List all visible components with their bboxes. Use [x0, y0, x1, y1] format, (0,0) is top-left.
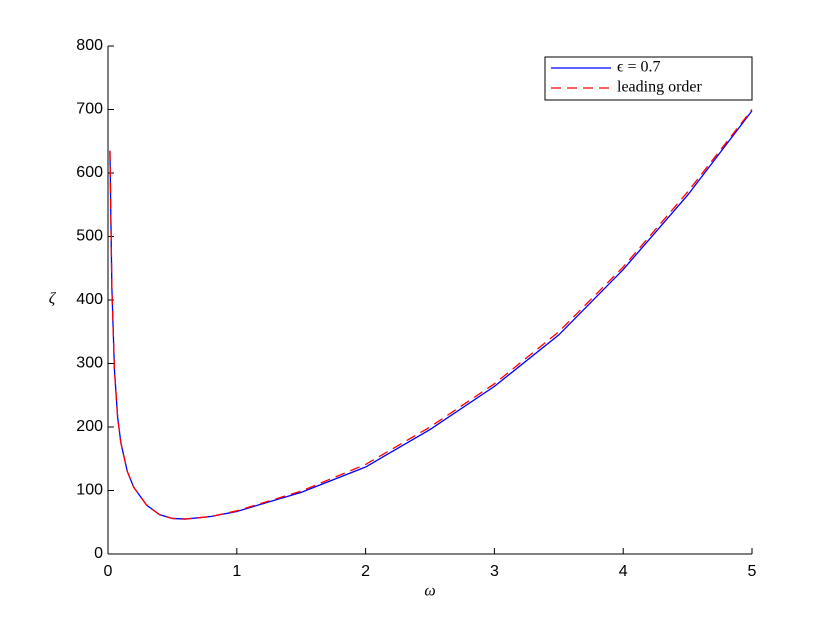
y-tick-label: 0: [94, 545, 103, 562]
y-tick-label: 800: [76, 37, 103, 54]
y-tick-label: 300: [76, 355, 103, 372]
legend-box: [544, 56, 753, 101]
x-tick-label: 3: [490, 563, 499, 580]
y-tick-label: 200: [76, 418, 103, 435]
y-axis-label: ζ: [49, 291, 57, 308]
legend-label: leading order: [617, 79, 703, 96]
x-tick-label: 2: [361, 563, 370, 580]
legend-label: ϵ = 0.7: [617, 59, 661, 76]
y-tick-label: 100: [76, 482, 103, 499]
y-tick-label: 500: [76, 228, 103, 245]
x-axis-label: ω: [424, 583, 435, 600]
y-tick-label: 700: [76, 101, 103, 118]
x-tick-label: 0: [104, 563, 113, 580]
x-tick-label: 1: [232, 563, 241, 580]
x-tick-label: 5: [748, 563, 757, 580]
y-tick-label: 400: [76, 291, 103, 308]
x-tick-label: 4: [619, 563, 628, 580]
data-line: [109, 109, 753, 520]
y-tick-label: 600: [76, 164, 103, 181]
